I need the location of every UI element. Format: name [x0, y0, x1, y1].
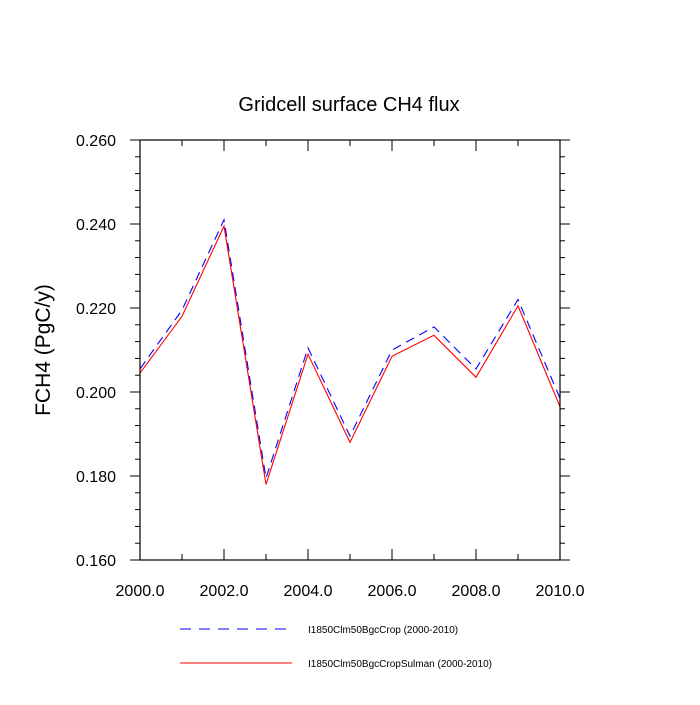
- legend-label-1: I1850Clm50BgcCrop (2000-2010): [308, 625, 458, 636]
- x-tick-label: 2006.0: [368, 583, 417, 600]
- y-tick-label: 0.260: [76, 133, 116, 150]
- y-tick-label: 0.200: [76, 385, 116, 402]
- plot-area: 2000.0 2002.0 2004.0 2006.0 2008.0 2010.0 0.16…: [76, 133, 585, 600]
- series-line-1: [139, 217, 561, 479]
- plot-frame: [139, 139, 561, 561]
- y-tick-label: 0.220: [76, 301, 116, 318]
- y-tick-label: 0.180: [76, 469, 116, 486]
- y-axis-label: FCH4 (PgC/y): [32, 284, 55, 416]
- x-tick-label: 2002.0: [200, 583, 249, 600]
- x-tick-label: 2000.0: [116, 583, 165, 600]
- legend-label-2: I1850Clm50BgcCropSulman (2000-2010): [308, 659, 492, 670]
- legend: I1850Clm50BgcCrop (2000-2010) I1850Clm50B…: [180, 625, 492, 670]
- chart-title: Gridcell surface CH4 flux: [238, 94, 459, 116]
- x-tick-label: 2010.0: [536, 583, 585, 600]
- y-tick-label: 0.240: [76, 217, 116, 234]
- x-tick-label: 2008.0: [452, 583, 501, 600]
- x-tick-label: 2004.0: [284, 583, 333, 600]
- series-line-2: [139, 224, 561, 485]
- y-tick-label: 0.160: [76, 553, 116, 570]
